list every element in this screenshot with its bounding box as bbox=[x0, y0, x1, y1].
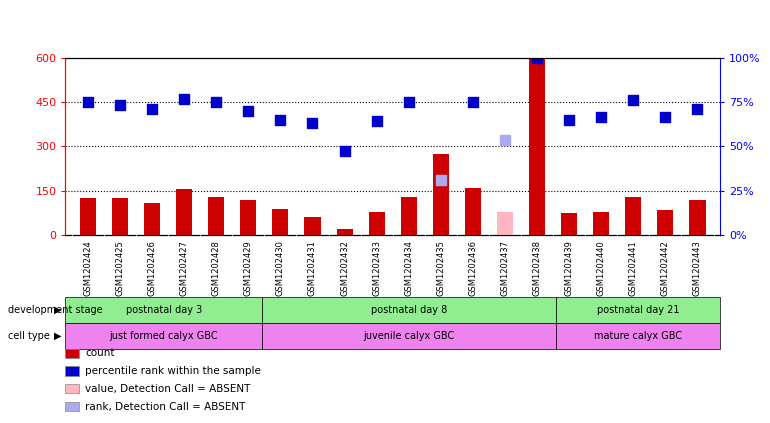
Point bbox=[210, 99, 223, 105]
Text: GSM1202433: GSM1202433 bbox=[372, 240, 381, 296]
Bar bbox=[400, 197, 417, 235]
Bar bbox=[465, 188, 481, 235]
Bar bbox=[658, 210, 674, 235]
Text: GSM1202425: GSM1202425 bbox=[116, 240, 125, 296]
Text: postnatal day 21: postnatal day 21 bbox=[597, 305, 679, 315]
Point bbox=[242, 107, 254, 114]
Text: percentile rank within the sample: percentile rank within the sample bbox=[85, 366, 261, 376]
Text: GSM1202428: GSM1202428 bbox=[212, 240, 221, 296]
Point bbox=[467, 99, 479, 105]
Point bbox=[82, 99, 94, 105]
Text: GSM1202424: GSM1202424 bbox=[83, 240, 92, 296]
Bar bbox=[433, 154, 449, 235]
Point bbox=[691, 106, 704, 113]
Text: GSM1202439: GSM1202439 bbox=[564, 240, 574, 296]
Text: just formed calyx GBC: just formed calyx GBC bbox=[109, 331, 218, 341]
Point bbox=[178, 96, 190, 102]
Text: GSM1202427: GSM1202427 bbox=[179, 240, 189, 296]
Text: GSM1202434: GSM1202434 bbox=[404, 240, 413, 296]
Bar bbox=[497, 212, 513, 235]
Text: ▶: ▶ bbox=[54, 305, 62, 315]
Bar bbox=[561, 213, 578, 235]
Point bbox=[659, 113, 671, 120]
Bar bbox=[304, 217, 320, 235]
Bar bbox=[336, 229, 353, 235]
Text: GSM1202430: GSM1202430 bbox=[276, 240, 285, 296]
Bar bbox=[689, 200, 705, 235]
Text: GSM1202435: GSM1202435 bbox=[437, 240, 445, 296]
Text: GSM1202442: GSM1202442 bbox=[661, 240, 670, 296]
Bar bbox=[240, 200, 256, 235]
Text: cell type: cell type bbox=[8, 331, 49, 341]
Point bbox=[595, 113, 608, 120]
Point bbox=[563, 116, 575, 123]
Text: GSM1202436: GSM1202436 bbox=[468, 240, 477, 296]
Text: GSM1202441: GSM1202441 bbox=[629, 240, 638, 296]
Text: GSM1202432: GSM1202432 bbox=[340, 240, 349, 296]
Bar bbox=[208, 197, 224, 235]
Text: GSM1202426: GSM1202426 bbox=[148, 240, 156, 296]
Point bbox=[306, 119, 319, 126]
Text: ▶: ▶ bbox=[54, 331, 62, 341]
Point bbox=[274, 116, 286, 123]
Text: mature calyx GBC: mature calyx GBC bbox=[594, 331, 682, 341]
Bar bbox=[176, 190, 192, 235]
Bar bbox=[529, 58, 545, 235]
Text: rank, Detection Call = ABSENT: rank, Detection Call = ABSENT bbox=[85, 401, 246, 412]
Text: postnatal day 8: postnatal day 8 bbox=[371, 305, 447, 315]
Point bbox=[434, 177, 447, 184]
Text: GSM1202431: GSM1202431 bbox=[308, 240, 317, 296]
Text: GSM1202429: GSM1202429 bbox=[244, 240, 253, 296]
Bar bbox=[144, 203, 160, 235]
Text: juvenile calyx GBC: juvenile calyx GBC bbox=[363, 331, 455, 341]
Text: GSM1202440: GSM1202440 bbox=[597, 240, 606, 296]
Point bbox=[627, 97, 639, 104]
Point bbox=[403, 99, 415, 105]
Bar bbox=[273, 209, 289, 235]
Bar bbox=[112, 198, 128, 235]
Bar bbox=[625, 197, 641, 235]
Text: GSM1202443: GSM1202443 bbox=[693, 240, 702, 296]
Point bbox=[338, 148, 350, 154]
Text: postnatal day 3: postnatal day 3 bbox=[126, 305, 202, 315]
Bar bbox=[369, 212, 385, 235]
Bar bbox=[593, 212, 609, 235]
Bar bbox=[80, 198, 96, 235]
Point bbox=[370, 118, 383, 125]
Point bbox=[531, 54, 543, 61]
Text: count: count bbox=[85, 348, 115, 358]
Point bbox=[114, 102, 126, 108]
Text: development stage: development stage bbox=[8, 305, 102, 315]
Point bbox=[146, 106, 159, 113]
Text: GSM1202437: GSM1202437 bbox=[500, 240, 510, 296]
Text: value, Detection Call = ABSENT: value, Detection Call = ABSENT bbox=[85, 384, 251, 394]
Text: GSM1202438: GSM1202438 bbox=[533, 240, 541, 296]
Point bbox=[499, 137, 511, 144]
